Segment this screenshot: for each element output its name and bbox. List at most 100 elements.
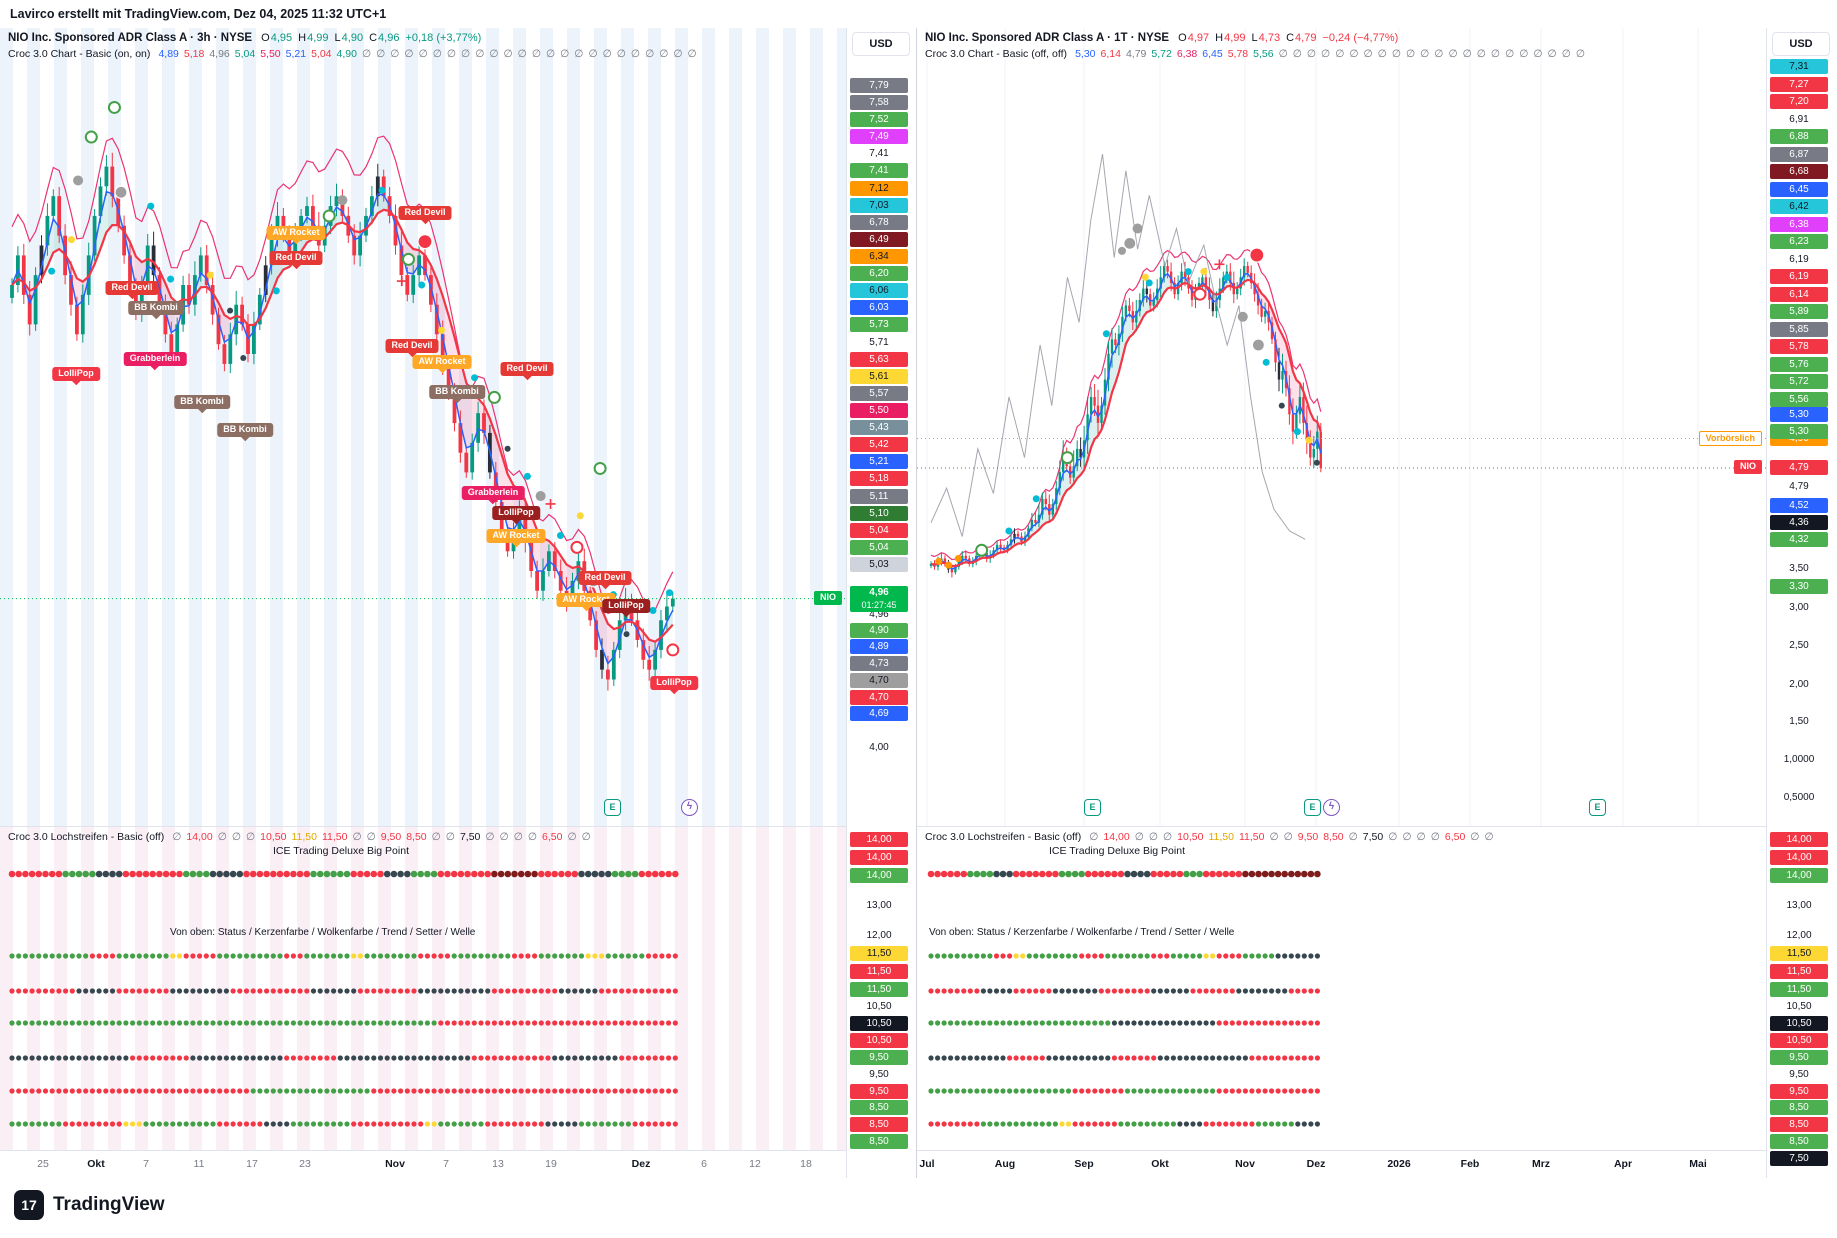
price-scale-label: 9,50 xyxy=(1770,1049,1828,1065)
price-scale-label: 5,63 xyxy=(850,351,908,367)
lower-pane-right[interactable]: Croc 3.0 Lochstreifen - Basic (off) ∅ 14,… xyxy=(917,826,1837,1151)
price-scale-label: 7,27 xyxy=(1770,76,1828,92)
price-scale-label: 4,36 xyxy=(1770,514,1828,530)
time-axis-label: Aug xyxy=(994,1158,1016,1170)
indicator-dot-strip xyxy=(8,870,679,878)
lightning-icon[interactable]: ϟ xyxy=(1323,799,1340,816)
price-scale-label: 5,42 xyxy=(850,436,908,452)
time-axis-label: Jul xyxy=(919,1158,935,1170)
lochstreifen-title[interactable]: Croc 3.0 Lochstreifen - Basic (off) xyxy=(925,831,1082,843)
time-axis-label: 25 xyxy=(37,1158,49,1170)
price-scale-label: 13,00 xyxy=(866,899,892,911)
time-axis-label: Mai xyxy=(1689,1158,1707,1170)
price-scale-label: 8,50 xyxy=(1770,1116,1828,1132)
price-scale-label: 5,43 xyxy=(850,419,908,435)
ohlc-values: O4,95 H4,99 L4,90 C4,96 +0,18 (+3,77%) xyxy=(261,32,482,44)
compare-line xyxy=(930,154,1306,540)
time-axis-label: Okt xyxy=(1151,1158,1169,1170)
price-axis-right[interactable]: USD 4,964,797,317,277,206,916,886,876,68… xyxy=(1766,28,1837,1178)
price-scale-label: 6,78 xyxy=(850,214,908,230)
indicator-dot-strip xyxy=(9,953,678,959)
price-scale-label: 6,49 xyxy=(850,231,908,247)
price-scale-label: 7,20 xyxy=(1770,93,1828,109)
price-scale-label: 6,14 xyxy=(1770,286,1828,302)
earnings-icon[interactable]: E xyxy=(604,799,621,816)
ema-line-blue xyxy=(11,190,674,665)
earnings-icon[interactable]: E xyxy=(1589,799,1606,816)
indicator-dot-strip xyxy=(9,1055,678,1061)
earnings-icon[interactable]: E xyxy=(1304,799,1321,816)
currency-label[interactable]: USD xyxy=(852,32,910,56)
time-axis-label: 11 xyxy=(193,1158,205,1170)
lightning-icon[interactable]: ϟ xyxy=(681,799,698,816)
price-scale-label: 7,03 xyxy=(850,197,908,213)
axis-price-label: 4,79 xyxy=(1770,460,1828,475)
price-scale-label: 4,90 xyxy=(850,622,908,638)
time-axis-label: 17 xyxy=(246,1158,258,1170)
price-scale-label: 4,96 xyxy=(869,608,889,620)
ema-line-red xyxy=(11,208,674,643)
time-axis-label: Apr xyxy=(1613,1158,1633,1170)
price-scale-label: 6,19 xyxy=(1789,253,1809,265)
ice-indicator-title[interactable]: ICE Trading Deluxe Big Point xyxy=(273,845,409,857)
indicator-title[interactable]: Croc 3.0 Chart - Basic (off, off) xyxy=(925,48,1067,60)
price-scale-label: 6,34 xyxy=(850,248,908,264)
price-scale-label: 3,00 xyxy=(1789,601,1809,613)
price-scale-label: 4,69 xyxy=(850,705,908,721)
symbol-title[interactable]: NIO Inc. Sponsored ADR Class A · 3h · NY… xyxy=(8,32,253,44)
tradingview-logo-mark: 17 xyxy=(14,1190,44,1220)
price-scale-label: 9,50 xyxy=(850,1049,908,1065)
symbol-title[interactable]: NIO Inc. Sponsored ADR Class A · 1T · NY… xyxy=(925,32,1170,44)
price-axis-left[interactable]: USD 4,96 01:27:45 7,79 7,58 7,52 7,49 7,41 7,41… xyxy=(846,28,917,1178)
price-scale-label: 7,50 xyxy=(1770,1150,1828,1166)
indicator-row: Croc 3.0 Chart - Basic (off, off) 5,30 6,… xyxy=(925,48,1585,60)
lochstreifen-title[interactable]: Croc 3.0 Lochstreifen - Basic (off) xyxy=(8,831,165,843)
price-scale-label: 3,30 xyxy=(1770,578,1828,594)
indicator-title[interactable]: Croc 3.0 Chart - Basic (on, on) xyxy=(8,48,151,60)
price-scale-label: 5,85 xyxy=(1770,321,1828,337)
price-scale-label: 4,79 xyxy=(1789,480,1809,492)
price-scale-label: 9,50 xyxy=(1789,1068,1809,1080)
price-scale-label: 6,06 xyxy=(850,282,908,298)
price-scale-label: 6,38 xyxy=(1770,216,1828,232)
price-scale-label: 4,70 xyxy=(850,689,908,705)
ice-indicator-title[interactable]: ICE Trading Deluxe Big Point xyxy=(1049,845,1185,857)
time-axis-label: 18 xyxy=(800,1158,812,1170)
time-axis-label: Nov xyxy=(385,1158,405,1170)
tradingview-logo[interactable]: 17 TradingView xyxy=(14,1190,165,1220)
indicator-dot-strip xyxy=(928,988,1320,994)
price-scale-label: 5,30 xyxy=(1770,406,1828,422)
price-scale-label: 5,71 xyxy=(869,336,889,348)
lochstreifen-row: Croc 3.0 Lochstreifen - Basic (off) ∅ 14,… xyxy=(925,829,1494,845)
price-scale-label: 6,45 xyxy=(1770,181,1828,197)
currency-label[interactable]: USD xyxy=(1772,32,1830,56)
price-scale-label: 4,00 xyxy=(869,741,889,753)
time-axis-label: 19 xyxy=(545,1158,557,1170)
price-scale-label: 5,30 xyxy=(1770,423,1828,439)
price-scale-label: 12,00 xyxy=(866,929,892,941)
price-scale-label: 4,32 xyxy=(1770,531,1828,547)
price-scale-label: 8,50 xyxy=(850,1116,908,1132)
price-scale-label: 14,00 xyxy=(1770,849,1828,865)
price-scale-label: 2,00 xyxy=(1789,678,1809,690)
price-scale-label: 8,50 xyxy=(850,1133,908,1149)
earnings-icon[interactable]: E xyxy=(1084,799,1101,816)
price-scale-label: 14,00 xyxy=(1770,867,1828,883)
lower-pane-left[interactable]: Croc 3.0 Lochstreifen - Basic (off) ∅ 14,… xyxy=(0,826,916,1151)
indicator-dot-strip xyxy=(927,870,1321,878)
signal-markers xyxy=(48,100,680,657)
chart-canvas-left[interactable]: LolliPop Red Devil BB Kombi Grabberlein BB K… xyxy=(0,28,846,826)
candlestick-chart-right xyxy=(917,28,1766,826)
time-axis-right[interactable]: Jul Aug Sep Okt Nov Dez 2026 Feb Mrz Apr Mai xyxy=(917,1150,1837,1178)
price-scale-label: 1,50 xyxy=(1789,715,1809,727)
price-scale-label: 7,41 xyxy=(850,162,908,178)
time-axis-left[interactable]: 25 Okt 7 11 17 23 Nov 7 13 19 Dez 6 12 18 xyxy=(0,1150,916,1178)
price-scale-label: 4,89 xyxy=(850,638,908,654)
price-scale-label: 3,50 xyxy=(1789,562,1809,574)
chart-panel-left: LolliPop Red Devil BB Kombi Grabberlein BB K… xyxy=(0,28,916,1178)
price-scale-label: 9,50 xyxy=(1770,1083,1828,1099)
price-scale-label: 6,03 xyxy=(850,299,908,315)
signal-markers xyxy=(935,223,1320,569)
price-scale-label: 9,50 xyxy=(869,1068,889,1080)
